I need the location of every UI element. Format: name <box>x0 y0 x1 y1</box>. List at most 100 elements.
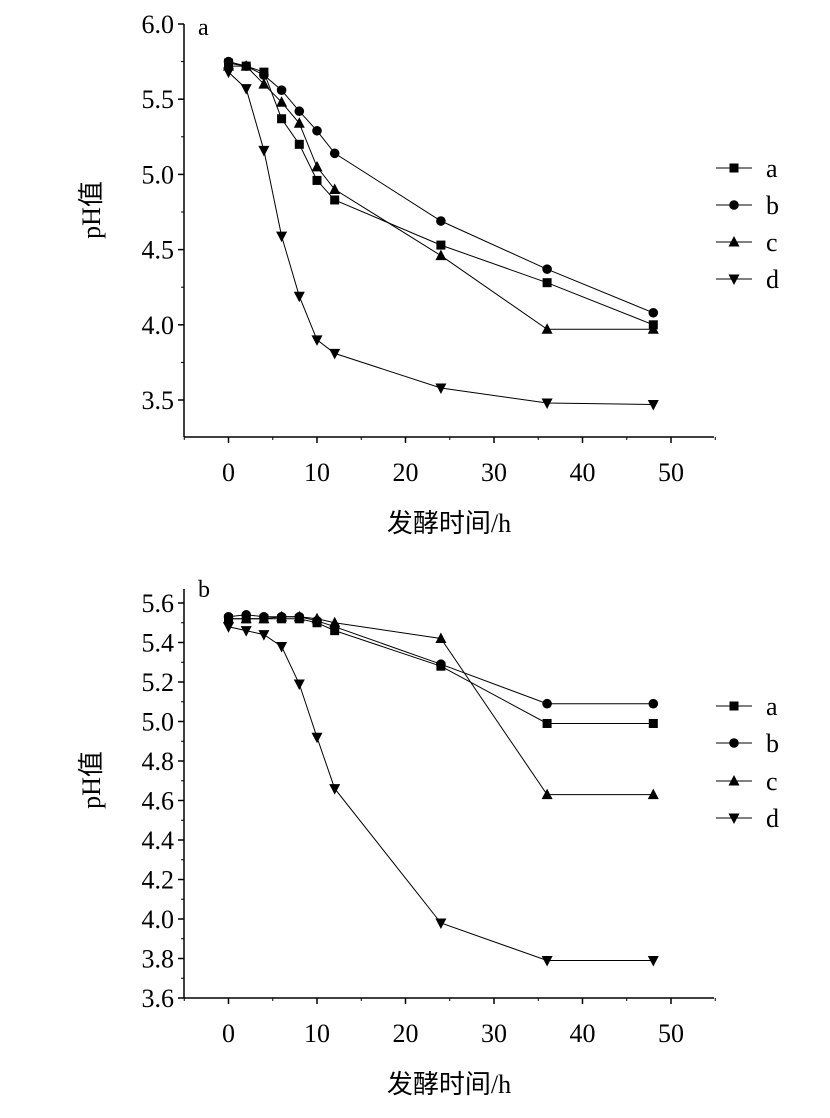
data-point-d <box>311 335 323 346</box>
legend-marker-d <box>728 813 740 824</box>
data-point-a <box>330 195 340 205</box>
legend-label-a: a <box>766 154 778 183</box>
y-ticks: 3.6 3.8 4.0 4.2 4.4 4.6 4.8 5.0 5.2 5.4 5.6 <box>142 589 184 1013</box>
x-tick-label: 0 <box>222 458 235 487</box>
y-tick-label: 4.4 <box>142 826 175 855</box>
data-point-c <box>293 610 305 622</box>
plot-area <box>223 56 659 411</box>
data-point-d <box>240 626 252 637</box>
data-point-c <box>258 612 270 624</box>
legend-label-b: b <box>766 191 779 220</box>
data-point-c <box>311 160 323 172</box>
series-line-c <box>228 616 654 796</box>
x-tick-label: 10 <box>304 1019 330 1048</box>
data-point-b <box>648 307 659 318</box>
data-point-c <box>329 183 341 194</box>
x-tick-label: 30 <box>481 458 507 487</box>
y-tick-label: 5.0 <box>142 708 175 737</box>
legend-marker-c <box>728 775 740 786</box>
legend-marker-shape-a <box>729 701 739 711</box>
legend: a b c d <box>716 692 779 833</box>
x-tick-label: 20 <box>393 1019 419 1048</box>
legend: a b c d <box>716 154 779 294</box>
y-tick-label: 3.6 <box>142 984 175 1013</box>
data-point-b <box>312 125 322 136</box>
panel-label: a <box>198 15 209 41</box>
data-point-c <box>435 632 447 644</box>
data-point-c <box>541 323 553 334</box>
data-point-d <box>258 630 270 641</box>
x-tick-label: 50 <box>658 458 684 487</box>
data-point-d <box>293 291 305 303</box>
data-point-d <box>329 348 341 360</box>
y-tick-label: 4.0 <box>142 905 175 934</box>
data-point-d <box>223 67 234 79</box>
legend-label-d: d <box>766 265 779 294</box>
data-point-a <box>436 240 446 250</box>
x-tick-label: 40 <box>570 1019 596 1048</box>
legend-label-b: b <box>766 729 779 758</box>
data-point-b <box>329 148 340 159</box>
series-line-b <box>228 614 654 705</box>
y-tick-label: 5.4 <box>142 629 175 658</box>
series-line-c <box>228 65 654 330</box>
y-tick-label: 4.2 <box>142 866 175 895</box>
data-point-d <box>293 679 305 690</box>
data-point-b <box>648 698 659 709</box>
chart-panel-b: b 3.6 3.8 4.0 4.2 4.4 4.6 4.8 5.0 5.2 5.4 5.6 0 10 2… <box>77 577 779 1099</box>
legend-marker-d <box>728 274 740 285</box>
legend-marker-c <box>728 236 740 247</box>
data-point-d <box>329 784 341 795</box>
legend-marker-b <box>729 738 739 748</box>
data-point-b <box>542 698 552 709</box>
data-point-c <box>647 788 659 800</box>
y-tick-label: 5.2 <box>142 668 175 697</box>
plot-area <box>223 610 659 967</box>
y-axis-title: pH值 <box>77 751 106 809</box>
y-axis-title: pH值 <box>77 181 106 239</box>
y-tick-label: 5.5 <box>142 85 175 114</box>
legend-marker-shape-c <box>728 236 740 247</box>
series-line-d <box>228 71 654 405</box>
data-point-b <box>294 106 305 117</box>
data-point-c <box>258 78 270 89</box>
legend-marker-shape-a <box>729 163 739 173</box>
data-point-d <box>435 918 447 929</box>
legend-marker-shape-d <box>728 274 740 285</box>
y-tick-label: 4.6 <box>142 787 175 816</box>
x-tick-label: 30 <box>481 1019 507 1048</box>
x-axis-title: 发酵时间/h <box>387 509 511 538</box>
data-point-c <box>276 96 288 107</box>
x-tick-label: 40 <box>570 458 596 487</box>
data-point-d <box>541 955 553 967</box>
data-point-d <box>258 145 270 157</box>
data-point-b <box>436 216 446 226</box>
x-tick-label: 50 <box>658 1019 684 1048</box>
data-point-a <box>648 718 658 728</box>
data-point-a <box>312 175 322 185</box>
legend-label-c: c <box>766 767 778 796</box>
data-point-c <box>223 612 234 624</box>
legend-entry-c: c <box>716 228 778 257</box>
data-point-c <box>541 788 553 800</box>
legend-marker-shape-b <box>729 200 739 210</box>
y-tick-label: 6.0 <box>142 10 175 39</box>
data-point-d <box>276 231 288 243</box>
data-point-b <box>276 85 287 95</box>
data-point-b <box>259 70 269 80</box>
data-point-c <box>329 616 341 628</box>
data-point-b <box>542 264 552 274</box>
data-point-a <box>542 278 552 288</box>
panel-label: b <box>198 577 210 603</box>
y-tick-label: 4.0 <box>142 311 175 340</box>
legend-label-c: c <box>766 228 778 257</box>
data-point-c <box>240 612 252 624</box>
legend-entry-a: a <box>716 692 778 721</box>
data-point-a <box>294 139 304 149</box>
legend-marker-b <box>729 200 739 210</box>
legend-entry-d: d <box>716 265 779 294</box>
legend-marker-a <box>729 163 739 173</box>
data-point-d <box>276 641 288 653</box>
legend-label-d: d <box>766 804 779 833</box>
